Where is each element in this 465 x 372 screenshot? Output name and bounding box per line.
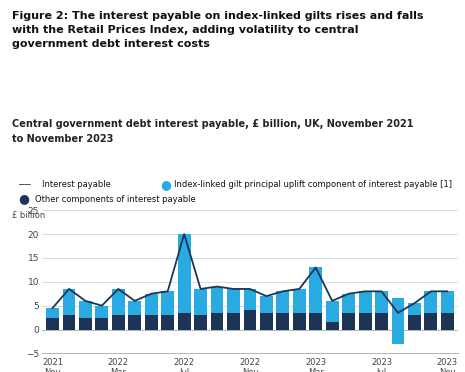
Bar	[276, 313, 289, 330]
Text: £ billion: £ billion	[12, 211, 45, 220]
Bar	[359, 291, 372, 313]
Bar	[408, 303, 421, 315]
Bar	[145, 294, 158, 315]
Bar	[46, 318, 59, 330]
Bar	[63, 289, 75, 315]
Bar	[79, 318, 92, 330]
Bar	[128, 301, 141, 315]
Bar	[326, 301, 339, 323]
Bar	[309, 313, 322, 330]
Bar	[342, 294, 355, 313]
Bar	[112, 315, 125, 330]
Bar	[128, 315, 141, 330]
Bar	[293, 289, 306, 313]
Bar	[227, 289, 240, 313]
Bar	[293, 313, 306, 330]
Bar	[95, 306, 108, 318]
Bar	[194, 289, 207, 315]
Bar	[309, 267, 322, 313]
Bar	[375, 291, 388, 313]
Text: Other components of interest payable: Other components of interest payable	[35, 195, 196, 203]
Bar	[211, 313, 224, 330]
Bar	[260, 296, 273, 313]
Bar	[244, 289, 256, 310]
Bar	[441, 291, 454, 313]
Text: ●: ●	[160, 178, 171, 190]
Bar	[392, 298, 405, 330]
Bar	[95, 318, 108, 330]
Bar	[425, 291, 437, 313]
Bar	[408, 315, 421, 330]
Bar	[276, 291, 289, 313]
Bar	[112, 289, 125, 315]
Bar	[46, 308, 59, 318]
Text: Interest payable: Interest payable	[42, 180, 111, 189]
Text: Index-linked gilt principal uplift component of interest payable [1]: Index-linked gilt principal uplift compo…	[174, 180, 452, 189]
Text: Figure 2: The interest payable on index-linked gilts rises and falls
with the Re: Figure 2: The interest payable on index-…	[12, 11, 423, 49]
Bar	[244, 310, 256, 330]
Bar	[342, 313, 355, 330]
Bar	[326, 323, 339, 330]
Text: ●: ●	[19, 193, 29, 205]
Bar	[425, 313, 437, 330]
Bar	[194, 315, 207, 330]
Bar	[375, 313, 388, 330]
Bar	[161, 315, 174, 330]
Bar	[441, 313, 454, 330]
Bar	[178, 313, 191, 330]
Bar	[145, 315, 158, 330]
Bar	[178, 234, 191, 313]
Bar	[211, 286, 224, 313]
Bar	[359, 313, 372, 330]
Bar	[63, 315, 75, 330]
Bar	[227, 313, 240, 330]
Text: ——: ——	[19, 179, 30, 189]
Bar	[392, 330, 405, 344]
Bar	[260, 313, 273, 330]
Bar	[161, 291, 174, 315]
Text: Central government debt interest payable, £ billion, UK, November 2021
to Novemb: Central government debt interest payable…	[12, 119, 413, 144]
Bar	[79, 301, 92, 318]
